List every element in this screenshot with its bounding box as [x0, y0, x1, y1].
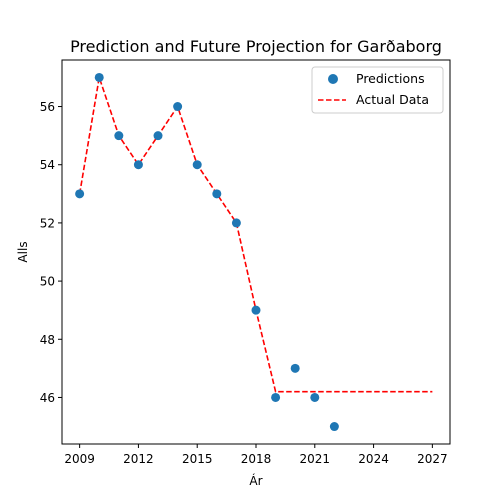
- y-tick-label-52: 52: [40, 216, 55, 230]
- y-tick-label-50: 50: [40, 275, 55, 289]
- legend-marker-predictions: [328, 74, 338, 84]
- data-point-predictions-2013: [153, 131, 163, 141]
- y-tick-label-48: 48: [40, 333, 55, 347]
- legend-label-actual-data: Actual Data: [356, 92, 429, 107]
- data-point-predictions-2022: [329, 422, 339, 432]
- y-axis-ticks: 46 48 50 52 54 56: [40, 100, 62, 405]
- data-point-predictions-2014: [173, 102, 183, 112]
- x-tick-label-2018: 2018: [241, 452, 272, 466]
- x-tick-label-2015: 2015: [182, 452, 213, 466]
- x-axis-ticks: 2009 2012 2015 2018 2021 2024 2027: [64, 444, 448, 466]
- legend-frame: [311, 66, 444, 114]
- x-tick-label-2021: 2021: [300, 452, 331, 466]
- plot-content: [75, 72, 433, 432]
- x-axis-label: Ár: [249, 473, 262, 488]
- y-tick-label-54: 54: [40, 158, 55, 172]
- data-point-predictions-2021: [310, 392, 320, 402]
- chart-title: Prediction and Future Projection for Gar…: [70, 37, 442, 56]
- data-point-predictions-2011: [114, 131, 124, 141]
- y-axis-label: Alls: [16, 241, 30, 262]
- x-tick-label-2024: 2024: [358, 452, 389, 466]
- data-point-predictions-2017: [231, 218, 241, 228]
- data-point-predictions-2019: [271, 392, 281, 402]
- y-tick-label-56: 56: [40, 100, 55, 114]
- data-point-predictions-2020: [290, 363, 300, 373]
- x-tick-label-2012: 2012: [123, 452, 154, 466]
- legend-label-predictions: Predictions: [356, 71, 425, 86]
- data-point-predictions-2009: [75, 189, 85, 199]
- x-tick-label-2027: 2027: [417, 452, 448, 466]
- legend: Predictions Actual Data: [311, 66, 444, 114]
- data-point-predictions-2018: [251, 305, 261, 315]
- data-point-predictions-2016: [212, 189, 222, 199]
- data-point-predictions-2012: [133, 160, 143, 170]
- data-point-predictions-2010: [94, 72, 104, 82]
- data-point-predictions-2015: [192, 160, 202, 170]
- y-tick-label-46: 46: [40, 391, 55, 405]
- x-tick-label-2009: 2009: [64, 452, 95, 466]
